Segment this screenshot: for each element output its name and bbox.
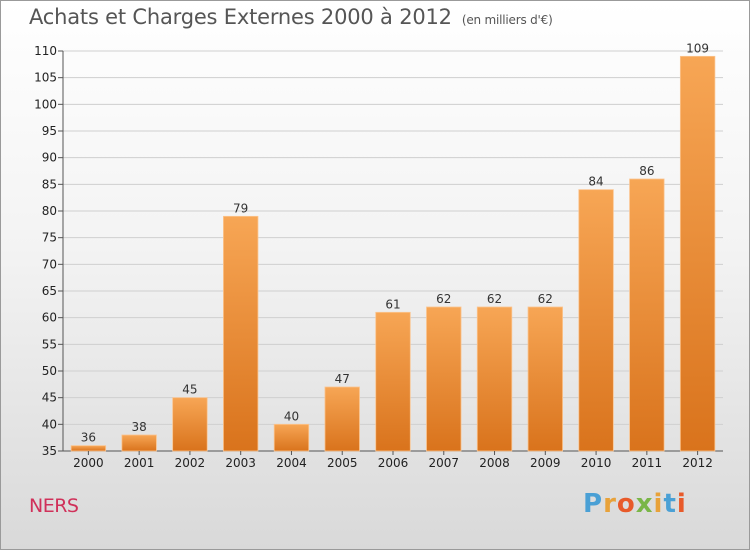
bar-value-label: 79	[233, 201, 248, 215]
bar-value-label: 61	[385, 297, 400, 311]
logo-letter: i	[676, 489, 687, 519]
y-tick-label: 100	[34, 97, 57, 111]
bar	[70, 445, 107, 452]
bar	[578, 189, 614, 452]
y-tick-label: 45	[42, 391, 57, 405]
x-tick-label: 2001	[124, 456, 155, 470]
y-tick-label: 85	[42, 177, 57, 191]
bar-value-label: 40	[284, 409, 299, 423]
bar-value-label: 62	[487, 292, 502, 306]
proxiti-logo: Proxiti	[583, 489, 687, 519]
bar-value-label: 62	[538, 292, 553, 306]
x-tick-label: 2007	[428, 456, 459, 470]
bar	[273, 423, 310, 452]
bar-value-label: 109	[686, 41, 709, 55]
bar	[324, 386, 360, 452]
commune-name: NERS	[29, 495, 79, 517]
x-tick-label: 2012	[682, 456, 713, 470]
bar-value-label: 45	[182, 383, 197, 397]
y-tick-label: 60	[42, 311, 57, 325]
logo-letter: i	[653, 489, 664, 519]
bars: 36 38 45 79 40 47 61 62 62 62 84 86 109	[70, 41, 716, 452]
y-tick-label: 105	[34, 71, 57, 85]
chart-title: Achats et Charges Externes 2000 à 2012 (e…	[29, 5, 553, 29]
y-tick-label: 110	[34, 44, 57, 58]
bar	[527, 306, 563, 452]
bar	[476, 306, 513, 452]
bar	[679, 55, 716, 452]
y-tick-label: 55	[42, 337, 57, 351]
bar-value-label: 86	[639, 164, 654, 178]
y-tick-label: 75	[42, 231, 57, 245]
y-tick-label: 90	[42, 151, 57, 165]
bar	[426, 306, 462, 452]
x-axis-labels: 2000 2001 2002 2003 2004 2005 2006 2007 2008 2009…	[73, 451, 713, 470]
bar-value-label: 47	[335, 372, 350, 386]
logo-letter: o	[616, 489, 636, 519]
x-tick-label: 2011	[632, 456, 663, 470]
x-tick-label: 2006	[378, 456, 409, 470]
bar	[375, 311, 411, 452]
y-tick-label: 40	[42, 417, 57, 431]
bar	[121, 434, 157, 452]
chart-subtitle: (en milliers d'€)	[461, 13, 553, 27]
bar	[223, 215, 259, 452]
bar-value-label: 84	[588, 175, 603, 189]
logo-letter: P	[583, 489, 604, 519]
x-tick-label: 2008	[479, 456, 510, 470]
x-tick-label: 2002	[175, 456, 206, 470]
bar-value-label: 62	[436, 292, 451, 306]
x-tick-label: 2009	[530, 456, 561, 470]
y-tick-label: 50	[42, 364, 57, 378]
x-tick-label: 2010	[581, 456, 612, 470]
x-tick-label: 2004	[276, 456, 307, 470]
y-tick-label: 80	[42, 204, 57, 218]
x-tick-label: 2005	[327, 456, 358, 470]
bar	[172, 397, 208, 452]
x-tick-label: 2003	[225, 456, 256, 470]
logo-letter: t	[663, 489, 677, 519]
x-tick-label: 2000	[73, 456, 104, 470]
y-tick-label: 95	[42, 124, 57, 138]
logo-letter: x	[635, 489, 654, 519]
chart-title-text: Achats et Charges Externes 2000 à 2012	[29, 5, 452, 29]
bar-value-label: 38	[132, 420, 147, 434]
bar	[629, 178, 665, 452]
logo-letter: r	[603, 489, 617, 519]
y-tick-label: 35	[42, 444, 57, 458]
y-tick-label: 70	[42, 257, 57, 271]
bar-value-label: 36	[81, 431, 96, 445]
y-tick-label: 65	[42, 284, 57, 298]
